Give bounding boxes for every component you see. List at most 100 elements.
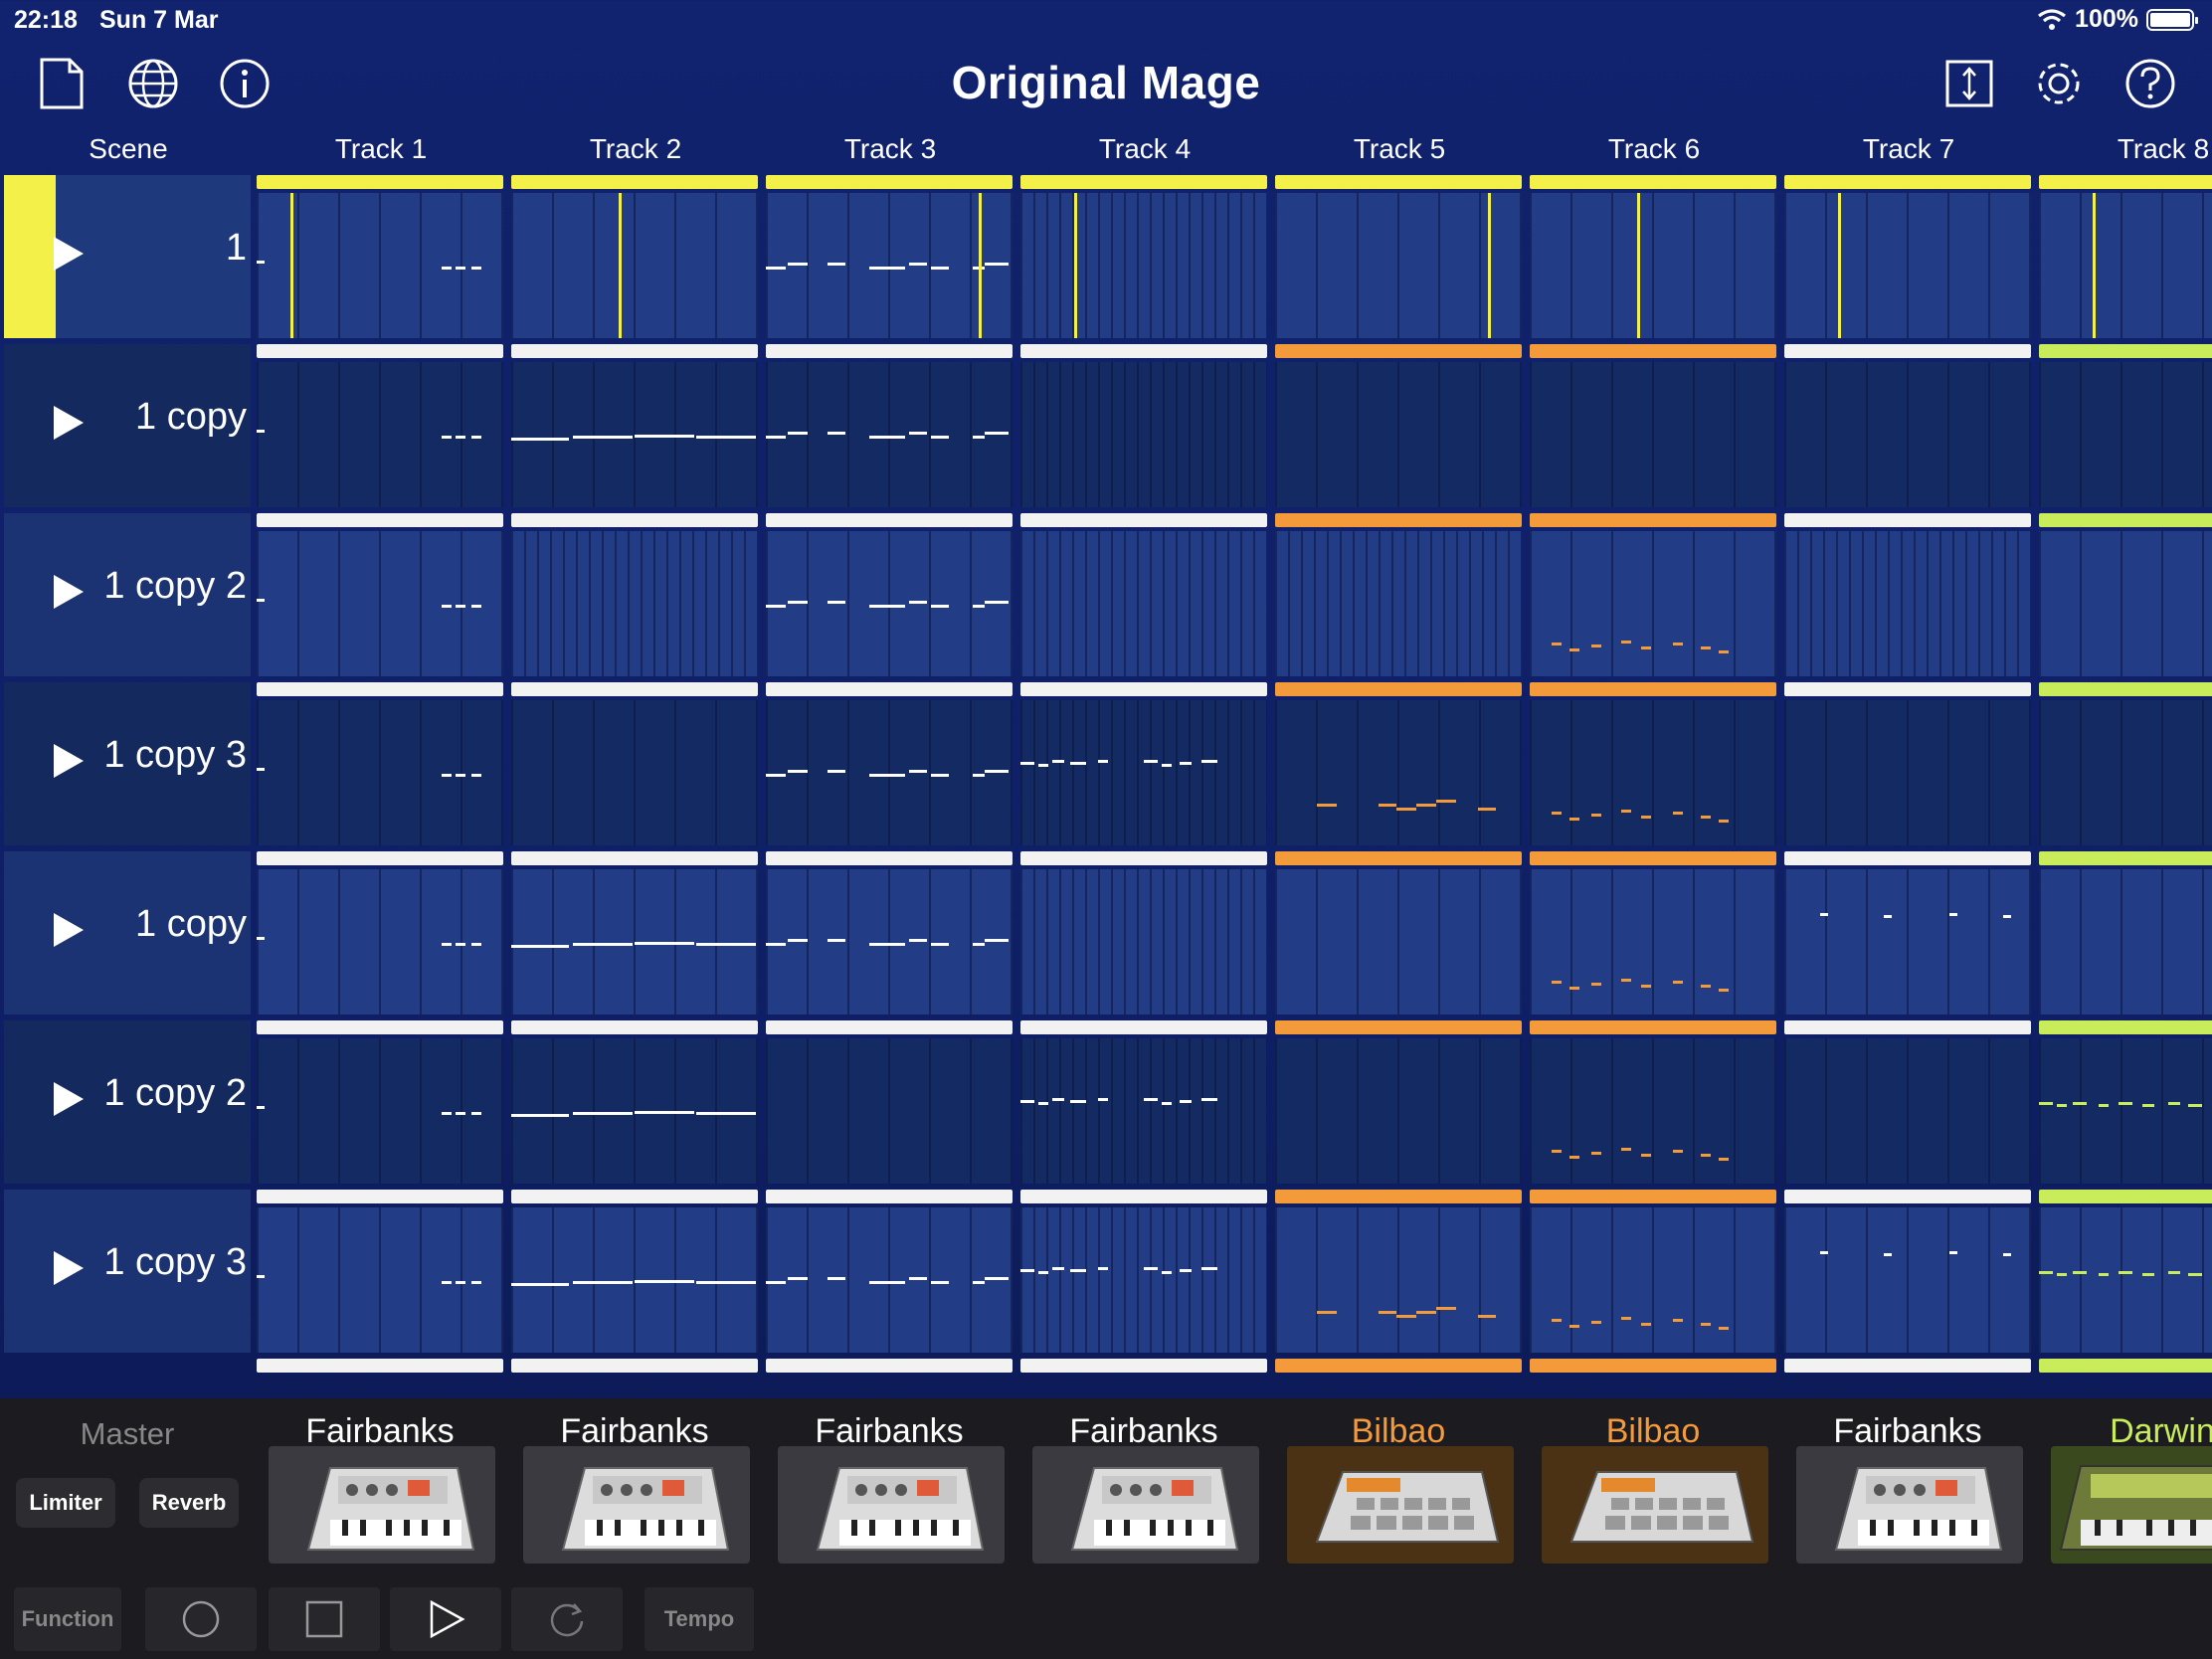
function-button[interactable]: Function xyxy=(14,1587,121,1651)
clip-cell[interactable] xyxy=(1784,851,2031,1014)
clip-cell[interactable] xyxy=(1784,513,2031,676)
instrument-slot[interactable]: Darwin xyxy=(2039,1398,2212,1569)
instrument-slot[interactable]: Fairbanks xyxy=(1784,1398,2031,1569)
track-header-1[interactable]: Track 1 xyxy=(334,133,428,164)
clip-cell[interactable] xyxy=(766,1359,1013,1398)
instrument-slot[interactable]: Fairbanks xyxy=(257,1398,503,1569)
scene-launch-cell[interactable]: 1 copy 3 xyxy=(4,682,251,845)
clip-cell[interactable] xyxy=(1020,682,1267,845)
stop-button[interactable] xyxy=(269,1587,380,1651)
clip-cell[interactable] xyxy=(1784,1020,2031,1184)
scene-play-icon[interactable] xyxy=(54,575,84,609)
clip-cell[interactable] xyxy=(257,1190,503,1353)
scene-play-icon[interactable] xyxy=(54,1251,84,1285)
clip-cell[interactable] xyxy=(1275,344,1522,507)
clip-cell[interactable] xyxy=(766,682,1013,845)
scene-launch-cell[interactable]: 1 copy xyxy=(4,851,251,1014)
clip-cell[interactable] xyxy=(1020,344,1267,507)
clip-cell[interactable] xyxy=(1530,175,1776,338)
scene-play-icon[interactable] xyxy=(54,1082,84,1116)
clip-cell[interactable] xyxy=(257,513,503,676)
clip-cell[interactable] xyxy=(2039,344,2212,507)
clip-cell[interactable] xyxy=(2039,175,2212,338)
track-header-8[interactable]: Track 8 xyxy=(2117,133,2210,164)
clip-cell[interactable] xyxy=(1275,682,1522,845)
clip-cell[interactable] xyxy=(511,851,758,1014)
clip-cell[interactable] xyxy=(511,1359,758,1398)
scene-play-icon[interactable] xyxy=(54,237,84,271)
info-icon[interactable] xyxy=(217,56,273,111)
scene-launch-cell[interactable]: 1 copy xyxy=(4,344,251,507)
track-header-3[interactable]: Track 3 xyxy=(843,133,937,164)
scene-play-icon[interactable] xyxy=(54,744,84,778)
clip-cell[interactable] xyxy=(511,1020,758,1184)
instrument-slot[interactable]: Bilbao xyxy=(1275,1398,1522,1569)
instrument-slot[interactable]: Fairbanks xyxy=(1020,1398,1267,1569)
clip-cell[interactable] xyxy=(1275,1020,1522,1184)
clip-cell[interactable] xyxy=(766,851,1013,1014)
clip-cell[interactable] xyxy=(1530,682,1776,845)
gear-icon[interactable] xyxy=(2031,56,2087,111)
limiter-button[interactable]: Limiter xyxy=(16,1478,115,1528)
play-button[interactable] xyxy=(390,1587,501,1651)
clip-cell[interactable] xyxy=(1020,1020,1267,1184)
clip-cell[interactable] xyxy=(257,344,503,507)
scene-launch-cell[interactable]: 1 copy 3 xyxy=(4,1190,251,1353)
clip-cell[interactable] xyxy=(511,1190,758,1353)
record-button[interactable] xyxy=(145,1587,257,1651)
scene-launch-cell[interactable]: 1 xyxy=(4,175,251,338)
resize-vertical-icon[interactable] xyxy=(1941,56,1997,111)
clip-cell[interactable] xyxy=(1020,175,1267,338)
clip-cell[interactable] xyxy=(1020,1359,1267,1398)
clip-cell[interactable] xyxy=(1530,1190,1776,1353)
clip-cell[interactable] xyxy=(257,851,503,1014)
clip-cell[interactable] xyxy=(1784,1359,2031,1398)
instrument-slot[interactable]: Bilbao xyxy=(1530,1398,1776,1569)
clip-cell[interactable] xyxy=(766,344,1013,507)
clip-cell[interactable] xyxy=(2039,1359,2212,1398)
clip-cell[interactable] xyxy=(766,175,1013,338)
clip-cell[interactable] xyxy=(1020,1190,1267,1353)
clip-cell[interactable] xyxy=(766,1190,1013,1353)
track-header-2[interactable]: Track 2 xyxy=(589,133,682,164)
scene-play-icon[interactable] xyxy=(54,913,84,947)
clip-cell[interactable] xyxy=(2039,851,2212,1014)
clip-cell[interactable] xyxy=(1275,1359,1522,1398)
scene-launch-cell[interactable]: 1 copy 2 xyxy=(4,513,251,676)
clip-cell[interactable] xyxy=(257,1020,503,1184)
clip-cell[interactable] xyxy=(1275,175,1522,338)
clip-cell[interactable] xyxy=(1020,513,1267,676)
clip-cell[interactable] xyxy=(1275,513,1522,676)
clip-cell[interactable] xyxy=(1530,344,1776,507)
clip-cell[interactable] xyxy=(1784,1190,2031,1353)
reverb-button[interactable]: Reverb xyxy=(139,1478,239,1528)
clip-cell[interactable] xyxy=(766,513,1013,676)
clip-cell[interactable] xyxy=(511,682,758,845)
loop-button[interactable] xyxy=(511,1587,623,1651)
clip-cell[interactable] xyxy=(2039,1190,2212,1353)
new-document-icon[interactable] xyxy=(34,56,90,111)
instrument-slot[interactable]: Fairbanks xyxy=(511,1398,758,1569)
help-icon[interactable] xyxy=(2122,56,2178,111)
clip-cell[interactable] xyxy=(1530,1020,1776,1184)
clip-cell[interactable] xyxy=(766,1020,1013,1184)
track-header-5[interactable]: Track 5 xyxy=(1353,133,1446,164)
clip-cell[interactable] xyxy=(1784,344,2031,507)
clip-cell[interactable] xyxy=(511,344,758,507)
clip-cell[interactable] xyxy=(257,1359,503,1398)
clip-cell[interactable] xyxy=(1530,1359,1776,1398)
scene-play-icon[interactable] xyxy=(54,406,84,440)
clip-cell[interactable] xyxy=(257,682,503,845)
track-header-6[interactable]: Track 6 xyxy=(1607,133,1701,164)
globe-icon[interactable] xyxy=(125,56,181,111)
clip-cell[interactable] xyxy=(2039,513,2212,676)
clip-cell[interactable] xyxy=(2039,1020,2212,1184)
clip-cell[interactable] xyxy=(511,175,758,338)
track-header-4[interactable]: Track 4 xyxy=(1098,133,1192,164)
clip-cell[interactable] xyxy=(1530,513,1776,676)
clip-cell[interactable] xyxy=(1020,851,1267,1014)
clip-cell[interactable] xyxy=(2039,682,2212,845)
clip-cell[interactable] xyxy=(511,513,758,676)
scene-launch-cell[interactable]: 1 copy 2 xyxy=(4,1020,251,1184)
instrument-slot[interactable]: Fairbanks xyxy=(766,1398,1013,1569)
